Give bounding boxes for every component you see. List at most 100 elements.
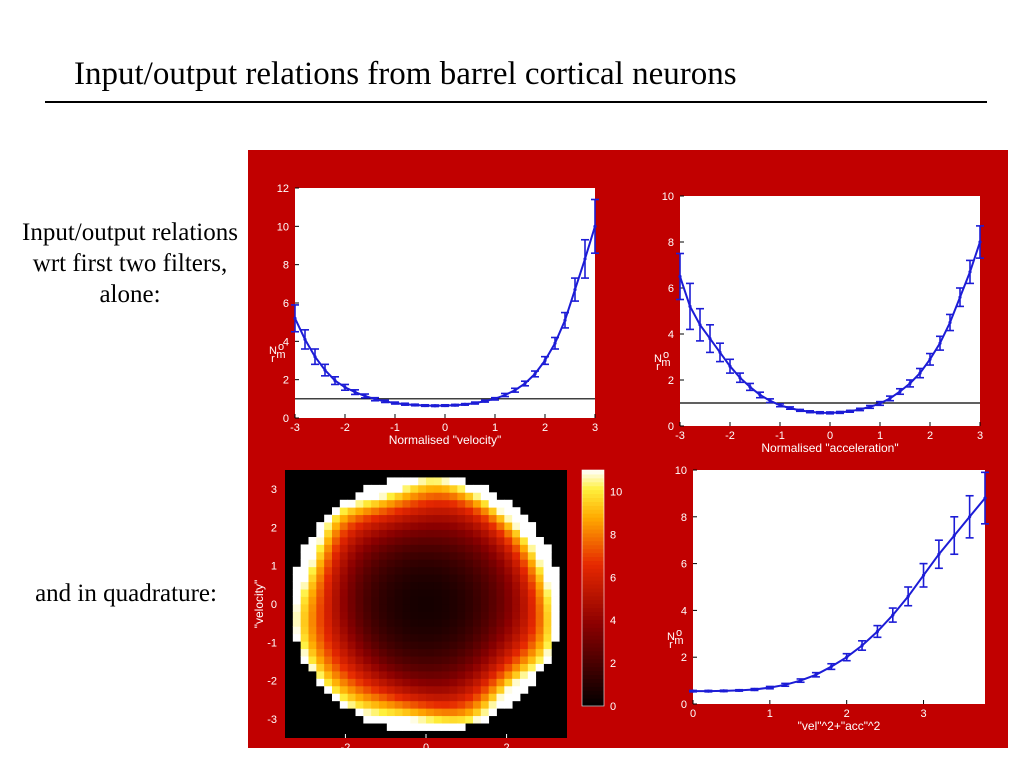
heatmap-cell xyxy=(433,477,443,486)
heatmap-cell xyxy=(465,648,474,657)
heatmap-cell xyxy=(480,648,490,657)
heatmap-cell xyxy=(363,596,372,605)
y-tick-label: 10 xyxy=(662,191,674,203)
heatmap-cell xyxy=(339,656,349,664)
heatmap-cell xyxy=(426,678,435,687)
heatmap-cell xyxy=(457,685,466,694)
heatmap-cell xyxy=(339,596,349,605)
colorbar-segment xyxy=(582,682,604,687)
data-point xyxy=(860,643,864,648)
heatmap-cell xyxy=(363,589,372,597)
heatmap-cell xyxy=(504,522,513,530)
heatmap-cell xyxy=(316,626,325,635)
heatmap-cell xyxy=(457,626,466,635)
heatmap-cell xyxy=(363,529,372,538)
heatmap-cell xyxy=(332,626,341,635)
heatmap-cell xyxy=(527,544,537,553)
heatmap-cell xyxy=(402,589,411,597)
colorbar-segment xyxy=(582,619,604,624)
heatmap-cell xyxy=(292,566,302,575)
heatmap-cell xyxy=(488,537,497,545)
heatmap-cell xyxy=(488,656,497,664)
heatmap-cell xyxy=(339,678,349,687)
heatmap-cell xyxy=(512,529,521,538)
heatmap-cell xyxy=(457,708,466,717)
heatmap-cell xyxy=(363,671,372,679)
heatmap-cell xyxy=(480,700,490,709)
heatmap-cell xyxy=(347,700,356,709)
x-tick-label: 3 xyxy=(920,708,926,720)
heatmap-cell xyxy=(465,626,474,635)
heatmap-cell xyxy=(347,656,356,664)
heatmap-cell xyxy=(371,499,380,508)
heatmap-cell xyxy=(347,589,356,597)
heatmap-cell xyxy=(355,551,364,560)
heatmap-cell xyxy=(426,618,435,627)
heatmap-cell xyxy=(371,663,380,672)
heatmap-cell xyxy=(449,581,458,590)
heatmap-cell xyxy=(332,537,341,545)
heatmap-cell xyxy=(394,618,403,627)
heatmap-cell xyxy=(457,544,466,553)
heatmap-cell xyxy=(520,544,529,553)
heatmap-cell xyxy=(426,492,435,501)
heatmap-cell xyxy=(386,581,396,590)
heatmap-cell xyxy=(339,574,349,583)
colorbar-segment xyxy=(582,650,604,656)
heatmap-cell xyxy=(480,641,490,650)
heatmap-cell xyxy=(355,626,364,635)
colorbar-tick-label: 8 xyxy=(610,529,616,541)
heatmap-cell xyxy=(347,566,356,575)
colorbar-segment xyxy=(582,588,604,593)
heatmap-cell xyxy=(355,566,364,575)
heatmap-cell xyxy=(418,685,427,694)
heatmap-cell xyxy=(355,559,364,568)
heatmap-cell xyxy=(433,604,443,612)
heatmap-cell xyxy=(410,529,419,538)
heatmap-cell xyxy=(551,604,560,612)
heatmap-cell xyxy=(402,656,411,664)
heatmap-cell xyxy=(379,648,388,657)
heatmap-cell xyxy=(449,626,458,635)
heatmap-cell xyxy=(535,559,544,568)
heatmap-cell xyxy=(402,715,411,724)
heatmap-cell xyxy=(457,589,466,597)
heatmap-cell xyxy=(292,581,302,590)
heatmap-cell xyxy=(426,596,435,605)
heatmap-cell xyxy=(449,708,458,717)
heatmap-cell xyxy=(402,574,411,583)
heatmap-cell xyxy=(386,626,396,635)
heatmap-cell xyxy=(496,604,505,612)
heatmap-cell xyxy=(441,537,450,545)
heatmap-cell xyxy=(418,626,427,635)
heatmap-cell xyxy=(402,678,411,687)
data-point xyxy=(722,689,726,693)
heatmap-cell xyxy=(457,581,466,590)
heatmap-cell xyxy=(339,618,349,627)
heatmap-cell xyxy=(418,589,427,597)
heatmap-cell xyxy=(355,678,364,687)
heatmap-cell xyxy=(379,618,388,627)
heatmap-cell xyxy=(418,559,427,568)
heatmap-cell xyxy=(308,596,317,605)
heatmap-cell xyxy=(465,641,474,650)
colorbar-segment xyxy=(582,643,604,648)
heatmap-cell xyxy=(488,507,497,516)
x-tick-label: 0 xyxy=(690,708,696,720)
heatmap-cell xyxy=(402,671,411,679)
heatmap-cell xyxy=(512,604,521,612)
heatmap-cell xyxy=(465,492,474,501)
heatmap-cell xyxy=(418,574,427,583)
heatmap-cell xyxy=(292,611,302,620)
heatmap-cell xyxy=(347,633,356,642)
heatmap-cell xyxy=(496,685,505,694)
y-tick-label: 2 xyxy=(283,375,289,387)
heatmap-cell xyxy=(512,618,521,627)
heatmap-cell xyxy=(332,656,341,664)
heatmap-cell xyxy=(339,611,349,620)
heatmap-cell xyxy=(363,708,372,717)
colorbar-segment xyxy=(582,517,604,522)
y-tick-label: 8 xyxy=(283,260,289,272)
heatmap-cell xyxy=(480,522,490,530)
heatmap-cell xyxy=(324,663,333,672)
